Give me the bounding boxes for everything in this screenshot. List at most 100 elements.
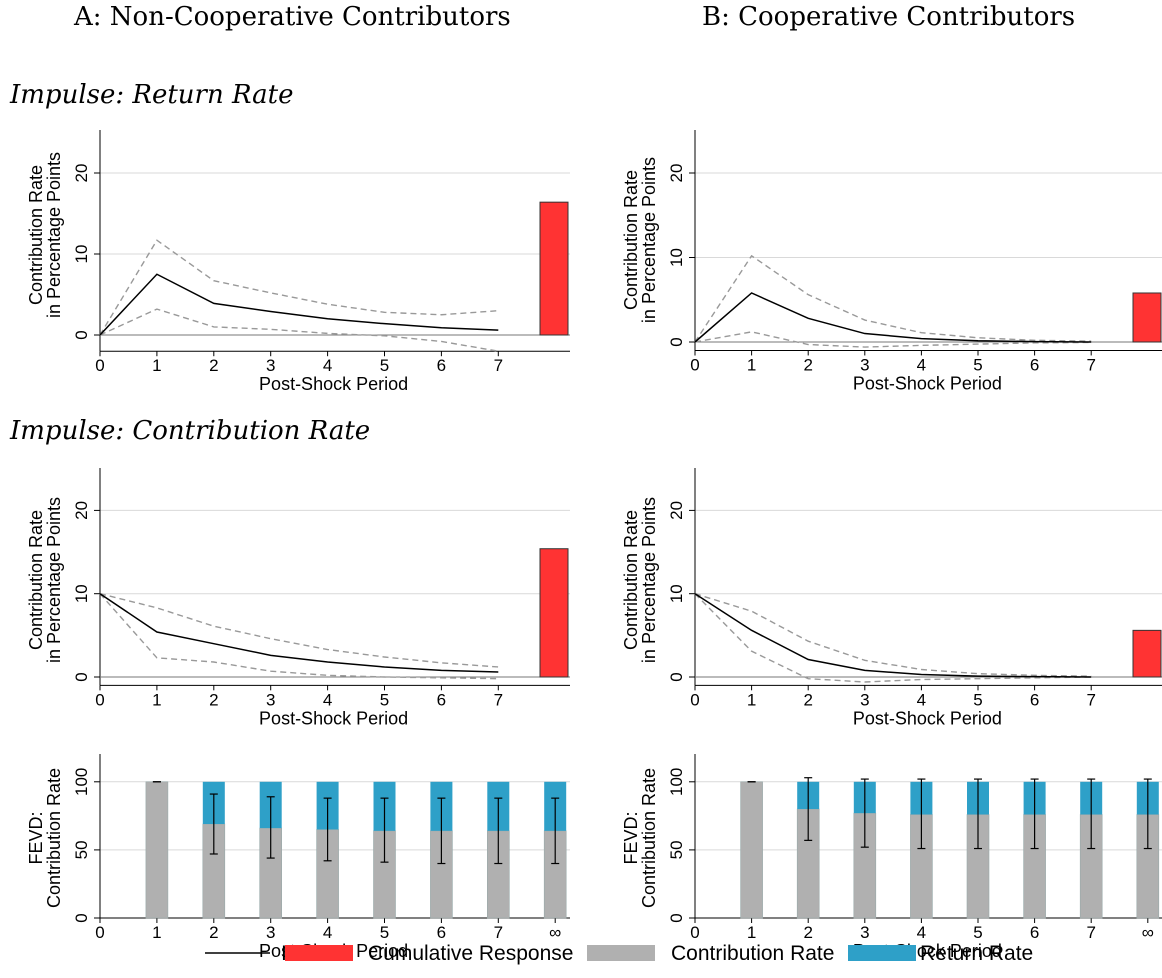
a-return-xtick-label: 5 — [380, 356, 389, 375]
a-fevd-xtick-label: 6 — [437, 923, 446, 942]
b-fevd-xtick-label: 4 — [917, 923, 926, 942]
impulse-contribution-heading: Impulse: Contribution Rate — [10, 416, 371, 446]
a-return-ci-lower — [99, 308, 499, 352]
b-return-ytick-label: 10 — [667, 248, 686, 267]
b-return-irf-line — [694, 292, 1092, 343]
b-fevd-xtick-label: 2 — [803, 923, 812, 942]
a-return-xtick-label: 2 — [209, 356, 218, 375]
a-contribution-ci-lower — [99, 593, 499, 680]
b-fevd-y-label-1: FEVD: — [621, 811, 641, 864]
b-return-xtick-label: 4 — [917, 355, 926, 374]
a-fevd-xtick-label: 0 — [95, 923, 104, 942]
a-fevd-xtick-label: 3 — [266, 923, 275, 942]
b-return-ci-lower — [694, 331, 1092, 348]
b-fevd-contribution-bar — [740, 781, 763, 919]
a-return-xtick-label: 1 — [152, 356, 161, 375]
b-return-xtick-label: 6 — [1030, 355, 1039, 374]
b-return-xtick-label: 0 — [690, 355, 699, 374]
b-return-y-label-1: Contribution Rate — [621, 170, 641, 310]
a-contribution-xtick-label: 3 — [266, 690, 275, 709]
b-contribution-irf-line — [694, 593, 1092, 678]
a-contribution-xtick-label: 2 — [209, 690, 218, 709]
b-return-ytick-label: 20 — [667, 164, 686, 183]
b-fevd-xtick-label: 0 — [690, 923, 699, 942]
a-return-cumulative-bar — [539, 201, 569, 336]
a-return-ytick-label: 0 — [72, 330, 91, 339]
b-fevd-ytick-label: 100 — [667, 768, 686, 796]
a-contribution-ci-upper — [99, 593, 499, 668]
b-fevd-ytick-label: 0 — [667, 913, 686, 922]
b-fevd-xtick-label: 7 — [1086, 923, 1095, 942]
b-return-xtick-label: 5 — [973, 355, 982, 374]
b-fevd-xtick-label: 3 — [860, 923, 869, 942]
b-contribution-xtick-label: 2 — [803, 690, 812, 709]
b-contribution-cumulative-bar — [1132, 629, 1162, 678]
b-contribution-xtick-label: 4 — [917, 690, 926, 709]
b-contribution-ytick-label: 0 — [667, 672, 686, 681]
a-return-ytick-label: 10 — [72, 245, 91, 264]
a-return-xtick-label: 6 — [437, 356, 446, 375]
b-return-xtick-label: 1 — [747, 355, 756, 374]
a-fevd-xtick-label: 2 — [209, 923, 218, 942]
b-fevd-y-label-2: Contribution Rate — [639, 768, 659, 908]
a-fevd-ytick-label: 50 — [72, 840, 91, 859]
a-contribution-xtick-label: 5 — [380, 690, 389, 709]
a-contribution-ytick-label: 20 — [72, 501, 91, 520]
a-return-y-label-2: in Percentage Points — [44, 152, 64, 318]
a-return-xtick-label: 7 — [494, 356, 503, 375]
a-return-ytick-label: 20 — [72, 164, 91, 183]
b-contribution-ytick-label: 20 — [667, 501, 686, 520]
a-contribution-xtick-label: 4 — [323, 690, 332, 709]
a-contribution-y-label-1: Contribution Rate — [26, 510, 46, 650]
b-contribution-ci-upper — [694, 593, 1092, 677]
a-contribution-xtick-label: 6 — [437, 690, 446, 709]
a-return-xtick-label: 3 — [266, 356, 275, 375]
b-contribution-xtick-label: 6 — [1030, 690, 1039, 709]
a-fevd-y-label-1: FEVD: — [26, 811, 46, 864]
b-contribution-y-label-1: Contribution Rate — [621, 510, 641, 650]
b-contribution-xtick-label: 7 — [1086, 690, 1095, 709]
a-fevd-xtick-label: 4 — [323, 923, 332, 942]
b-contribution-ytick-label: 10 — [667, 584, 686, 603]
a-return-y-label-1: Contribution Rate — [26, 165, 46, 305]
a-contribution-xtick-label: 0 — [95, 690, 104, 709]
b-fevd-xtick-label: 6 — [1030, 923, 1039, 942]
a-fevd-x-label: Post-Shock Period — [259, 941, 408, 961]
a-return-x-label: Post-Shock Period — [259, 374, 408, 394]
a-contribution-y-label-2: in Percentage Points — [44, 497, 64, 663]
a-contribution-x-label: Post-Shock Period — [259, 708, 408, 728]
b-fevd-ytick-label: 50 — [667, 840, 686, 859]
b-contribution-xtick-label: 1 — [747, 690, 756, 709]
a-fevd-xtick-label: 1 — [152, 923, 161, 942]
b-return-xtick-label: 7 — [1086, 355, 1095, 374]
b-return-cumulative-bar — [1132, 292, 1162, 343]
a-contribution-ytick-label: 10 — [72, 584, 91, 603]
a-return-ci-upper — [99, 239, 499, 336]
b-return-y-label-2: in Percentage Points — [639, 157, 659, 323]
a-return-xtick-label: 0 — [95, 356, 104, 375]
panel-b-title: B: Cooperative Contributors — [702, 2, 1076, 32]
b-fevd-x-label: Post-Shock Period — [853, 941, 1002, 961]
b-contribution-xtick-label: 0 — [690, 690, 699, 709]
a-contribution-xtick-label: 7 — [494, 690, 503, 709]
b-return-ci-upper — [694, 254, 1092, 343]
b-contribution-x-label: Post-Shock Period — [853, 708, 1002, 728]
b-return-ytick-label: 0 — [667, 337, 686, 346]
b-fevd-xtick-label: 1 — [747, 923, 756, 942]
a-return-irf-line — [99, 273, 499, 336]
a-return-xtick-label: 4 — [323, 356, 332, 375]
a-fevd-ytick-label: 100 — [72, 768, 91, 796]
a-contribution-ytick-label: 0 — [72, 672, 91, 681]
b-contribution-y-label-2: in Percentage Points — [639, 497, 659, 663]
b-contribution-xtick-label: 3 — [860, 690, 869, 709]
b-fevd-xtick-label: 5 — [973, 923, 982, 942]
a-fevd-ytick-label: 0 — [72, 913, 91, 922]
impulse-return-heading: Impulse: Return Rate — [10, 80, 294, 110]
panel-a-title: A: Non-Cooperative Contributors — [74, 2, 511, 32]
b-return-x-label: Post-Shock Period — [853, 373, 1002, 393]
a-contribution-xtick-label: 1 — [152, 690, 161, 709]
b-contribution-xtick-label: 5 — [973, 690, 982, 709]
b-return-xtick-label: 3 — [860, 355, 869, 374]
a-contribution-irf-line — [99, 593, 499, 673]
